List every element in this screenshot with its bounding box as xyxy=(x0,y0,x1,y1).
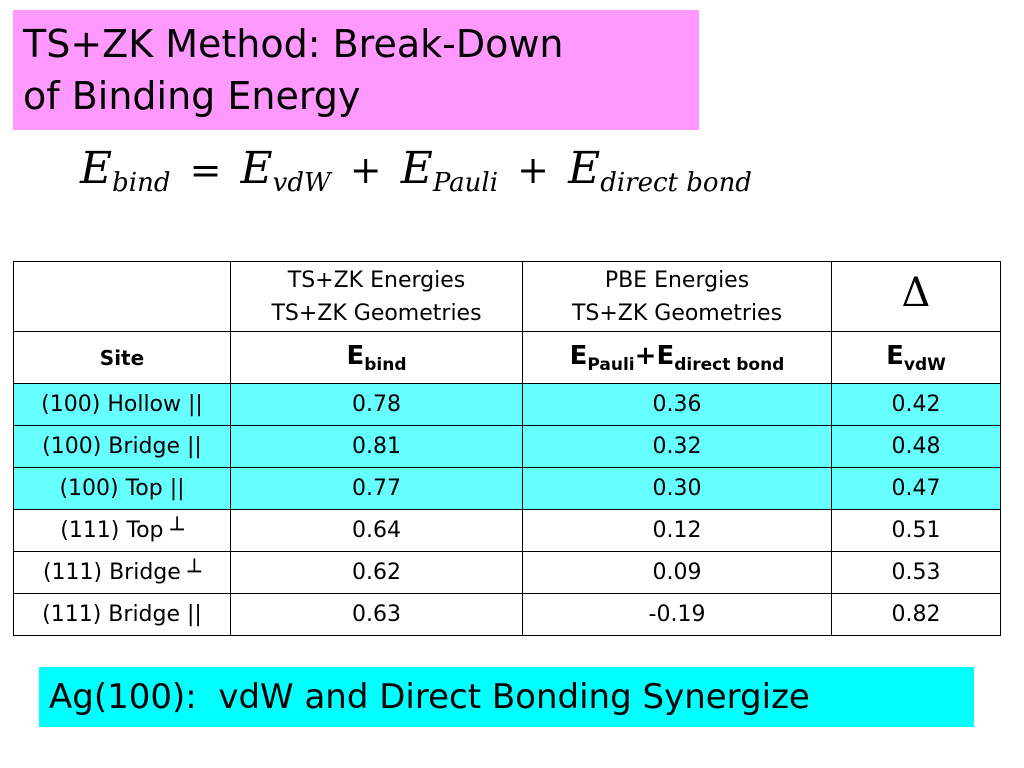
header-delta: Δ xyxy=(831,261,1001,332)
header-pbe: PBE Energies TS+ZK Geometries xyxy=(522,261,832,332)
cell-epauli-direct: 0.12 xyxy=(522,509,832,552)
cell-site: (100) Bridge || xyxy=(13,425,231,468)
cell-epauli-direct: 0.32 xyxy=(522,425,832,468)
energy-breakdown-table: TS+ZK Energies TS+ZK Geometries PBE Ener… xyxy=(13,261,1001,636)
cell-epauli-direct: 0.09 xyxy=(522,551,832,594)
table-row: (100) Hollow || 0.78 0.36 0.42 xyxy=(13,383,1001,426)
cell-ebind: 0.78 xyxy=(230,383,523,426)
subheader-site: Site xyxy=(13,331,231,384)
epauli-sub: Pauli xyxy=(587,354,635,375)
table-subheader-row: Site Ebind EPauli+Edirect bond EvdW xyxy=(13,331,1001,384)
cell-epauli-direct: 0.36 xyxy=(522,383,832,426)
cell-ebind: 0.77 xyxy=(230,467,523,510)
table-row: (100) Bridge || 0.81 0.32 0.48 xyxy=(13,425,1001,468)
cell-ebind: 0.64 xyxy=(230,509,523,552)
eq-e-direct: E xyxy=(568,143,601,194)
cell-evdw: 0.47 xyxy=(831,467,1001,510)
table-row: (100) Top || 0.77 0.30 0.47 xyxy=(13,467,1001,510)
eq-sub-bind: bind xyxy=(112,168,171,198)
edirect-sub: direct bond xyxy=(674,354,785,375)
cell-site: (111) Bridge ┴ xyxy=(13,551,231,594)
slide-title: TS+ZK Method: Break-Down of Binding Ener… xyxy=(13,10,699,130)
delta-symbol: Δ xyxy=(901,270,931,316)
ebind-main: E xyxy=(346,340,365,371)
eq-sub-direct: direct bond xyxy=(600,168,752,198)
evdw-main: E xyxy=(886,340,904,371)
eq-e-pauli: E xyxy=(400,143,433,194)
eq-sub-vdw: vdW xyxy=(272,168,331,198)
table-row: (111) Bridge || 0.63 -0.19 0.82 xyxy=(13,593,1001,636)
header-tszk-line1: TS+ZK Energies xyxy=(287,267,466,293)
evdw-sub: vdW xyxy=(903,354,946,375)
cell-evdw: 0.42 xyxy=(831,383,1001,426)
conclusion-banner: Ag(100): vdW and Direct Bonding Synergiz… xyxy=(39,667,974,727)
cell-ebind: 0.62 xyxy=(230,551,523,594)
eq-e-vdw: E xyxy=(240,143,273,194)
eq-plus-2: + xyxy=(517,148,549,192)
epauli-plus: + xyxy=(634,340,657,371)
binding-energy-equation: Ebind = EvdW + EPauli + Edirect bond xyxy=(80,143,752,213)
table-header-row: TS+ZK Energies TS+ZK Geometries PBE Ener… xyxy=(13,261,1001,332)
cell-site: (100) Hollow || xyxy=(13,383,231,426)
cell-site: (111) Bridge || xyxy=(13,593,231,636)
eq-e-bind: E xyxy=(80,143,113,194)
subheader-epauli-direct: EPauli+Edirect bond xyxy=(522,331,832,384)
title-line-2: of Binding Energy xyxy=(23,74,361,118)
cell-epauli-direct: -0.19 xyxy=(522,593,832,636)
cell-ebind: 0.81 xyxy=(230,425,523,468)
table-row: (111) Top ┴ 0.64 0.12 0.51 xyxy=(13,509,1001,552)
ebind-sub: bind xyxy=(364,354,407,375)
cell-evdw: 0.48 xyxy=(831,425,1001,468)
eq-plus-1: + xyxy=(349,148,382,192)
header-pbe-line1: PBE Energies xyxy=(604,267,750,293)
cell-evdw: 0.82 xyxy=(831,593,1001,636)
cell-ebind: 0.63 xyxy=(230,593,523,636)
header-tszk-line2: TS+ZK Geometries xyxy=(271,300,482,326)
header-empty-cell xyxy=(13,261,231,332)
subheader-evdw: EvdW xyxy=(831,331,1001,384)
header-tszk: TS+ZK Energies TS+ZK Geometries xyxy=(230,261,523,332)
epauli-main: E xyxy=(569,340,588,371)
cell-epauli-direct: 0.30 xyxy=(522,467,832,510)
edirect-main: E xyxy=(656,340,675,371)
title-line-1: TS+ZK Method: Break-Down xyxy=(23,22,564,66)
cell-evdw: 0.53 xyxy=(831,551,1001,594)
cell-site: (100) Top || xyxy=(13,467,231,510)
table-row: (111) Bridge ┴ 0.62 0.09 0.53 xyxy=(13,551,1001,594)
subheader-ebind: Ebind xyxy=(230,331,523,384)
cell-evdw: 0.51 xyxy=(831,509,1001,552)
eq-equals: = xyxy=(189,148,222,192)
cell-site: (111) Top ┴ xyxy=(13,509,231,552)
header-pbe-line2: TS+ZK Geometries xyxy=(571,300,783,326)
eq-sub-pauli: Pauli xyxy=(432,168,499,198)
